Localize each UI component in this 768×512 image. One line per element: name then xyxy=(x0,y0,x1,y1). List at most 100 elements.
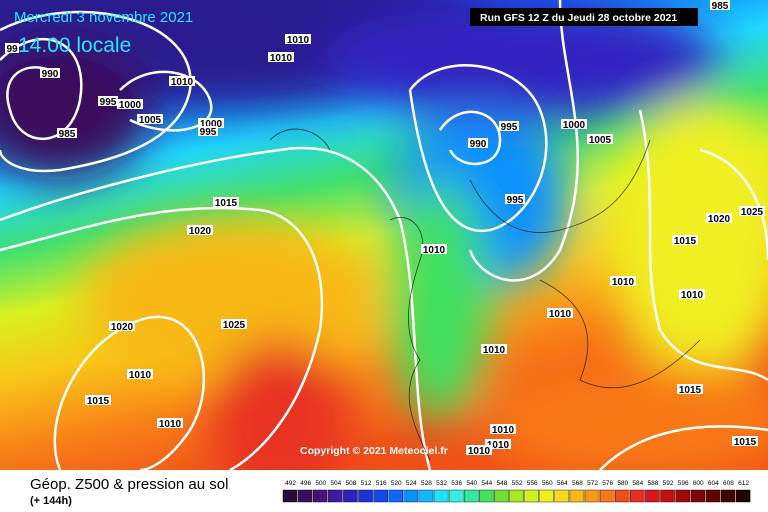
scale-label: 600 xyxy=(693,480,704,487)
isobar-label: 1025 xyxy=(741,207,764,218)
scale-swatch xyxy=(720,489,736,503)
scale-label: 576 xyxy=(602,480,613,487)
isobar-label: 1010 xyxy=(171,77,194,88)
isobar-label-bg xyxy=(40,68,60,78)
scale-swatch xyxy=(675,489,690,503)
scale-label: 504 xyxy=(330,480,341,487)
isobar-label: 1010 xyxy=(129,370,152,381)
isobar-label-bg xyxy=(213,197,239,207)
scale-swatch xyxy=(282,489,298,503)
isobar-label-bg xyxy=(499,121,519,131)
scale-label: 572 xyxy=(587,480,598,487)
scale-swatch xyxy=(599,489,615,503)
isobar-label: 1010 xyxy=(487,440,510,451)
isobar-label-bg xyxy=(547,308,573,318)
isobar-label: 1010 xyxy=(287,35,310,46)
isobar-label: 1000 xyxy=(119,100,142,111)
isobar-label-bg xyxy=(468,138,488,148)
run-info: Run GFS 12 Z du Jeudi 28 octobre 2021 xyxy=(480,12,677,24)
scale-label: 612 xyxy=(738,480,749,487)
scale-swatch xyxy=(313,489,328,503)
scale-label: 592 xyxy=(663,480,674,487)
isobar-label: 1015 xyxy=(679,385,702,396)
scale-swatch xyxy=(448,489,464,503)
isobar-label: 1025 xyxy=(223,320,246,331)
isobar-label-bg xyxy=(187,225,213,235)
scale-label: 508 xyxy=(346,480,357,487)
isobar-label: 995 xyxy=(501,122,518,133)
isobar-label: 1005 xyxy=(589,135,612,146)
isobar-label-bg xyxy=(610,276,636,286)
isobar-label-bg xyxy=(198,126,218,136)
scale-label: 588 xyxy=(648,480,659,487)
isobar-label: 99 xyxy=(6,44,18,55)
scale-label: 596 xyxy=(678,480,689,487)
isobar-label: 1020 xyxy=(189,226,212,237)
scale-swatch xyxy=(358,489,373,503)
isobar-label: 1010 xyxy=(492,425,515,436)
scale-label: 520 xyxy=(391,480,402,487)
isobar-label-bg xyxy=(466,445,492,455)
isobar-label-bg xyxy=(285,34,311,44)
isobar-label: 995 xyxy=(100,97,117,108)
isobar-label-bg xyxy=(706,213,732,223)
isobar-label-bg xyxy=(421,244,447,254)
scale-swatch xyxy=(509,489,524,503)
scale-label: 568 xyxy=(572,480,583,487)
scale-swatch xyxy=(464,489,479,503)
scale-swatch xyxy=(479,489,494,503)
forecast-time: 14.00 locale xyxy=(18,34,131,57)
isobar-label: 1010 xyxy=(159,419,182,430)
scale-swatch xyxy=(705,489,721,503)
forecast-date: Mercredi 3 novembre 2021 xyxy=(14,9,193,26)
scale-label: 540 xyxy=(466,480,477,487)
isobar-label-bg xyxy=(710,0,730,10)
scale-swatch xyxy=(403,489,419,503)
scale-swatch xyxy=(569,489,585,503)
scale-label: 560 xyxy=(542,480,553,487)
scale-label: 552 xyxy=(512,480,523,487)
scale-label: 584 xyxy=(632,480,643,487)
isobar-label: 1010 xyxy=(270,53,293,64)
isobar-label-bg xyxy=(490,424,516,434)
isobar-label: 1000 xyxy=(563,120,586,131)
isobar-label: 1010 xyxy=(468,446,491,457)
isobar-label-bg xyxy=(157,418,183,428)
isobar-label-bg xyxy=(137,114,163,124)
isobar-label: 1010 xyxy=(483,345,506,356)
isobar-label-bg xyxy=(481,344,507,354)
isobar-label-bg xyxy=(109,321,135,331)
scale-swatch xyxy=(328,489,343,503)
footer-lead: (+ 144h) xyxy=(30,495,72,507)
isobar-label-bg xyxy=(587,134,613,144)
scale-swatch xyxy=(524,489,539,503)
isobar-label: 1015 xyxy=(215,198,238,209)
isobar-label-bg xyxy=(5,43,19,53)
isobar-label: 995 xyxy=(507,195,524,206)
copyright: Copyright © 2021 Meteociel.fr xyxy=(300,445,448,457)
scale-swatch xyxy=(418,489,434,503)
scale-swatch xyxy=(373,489,388,503)
isobar-label: 1010 xyxy=(549,309,572,320)
isobar-label: 1020 xyxy=(111,322,134,333)
isobar-label: 990 xyxy=(42,69,59,80)
isobar-label: 1010 xyxy=(681,290,704,301)
isobar-label: 1015 xyxy=(87,396,110,407)
scale-swatch xyxy=(615,489,630,503)
scale-label: 548 xyxy=(497,480,508,487)
isobar-label: 1015 xyxy=(734,437,757,448)
scale-swatch xyxy=(690,489,706,503)
map xyxy=(0,0,768,470)
run-box xyxy=(470,8,698,26)
scale-swatch xyxy=(554,489,570,503)
scale-label: 536 xyxy=(451,480,462,487)
isobar-label: 985 xyxy=(712,1,729,12)
isobar-label-bg xyxy=(739,206,765,216)
isobar-label: 1010 xyxy=(423,245,446,256)
isobar-label-bg xyxy=(268,52,294,62)
isobar-label-bg xyxy=(561,119,587,129)
scale-label: 492 xyxy=(285,480,296,487)
scale-label: 512 xyxy=(361,480,372,487)
